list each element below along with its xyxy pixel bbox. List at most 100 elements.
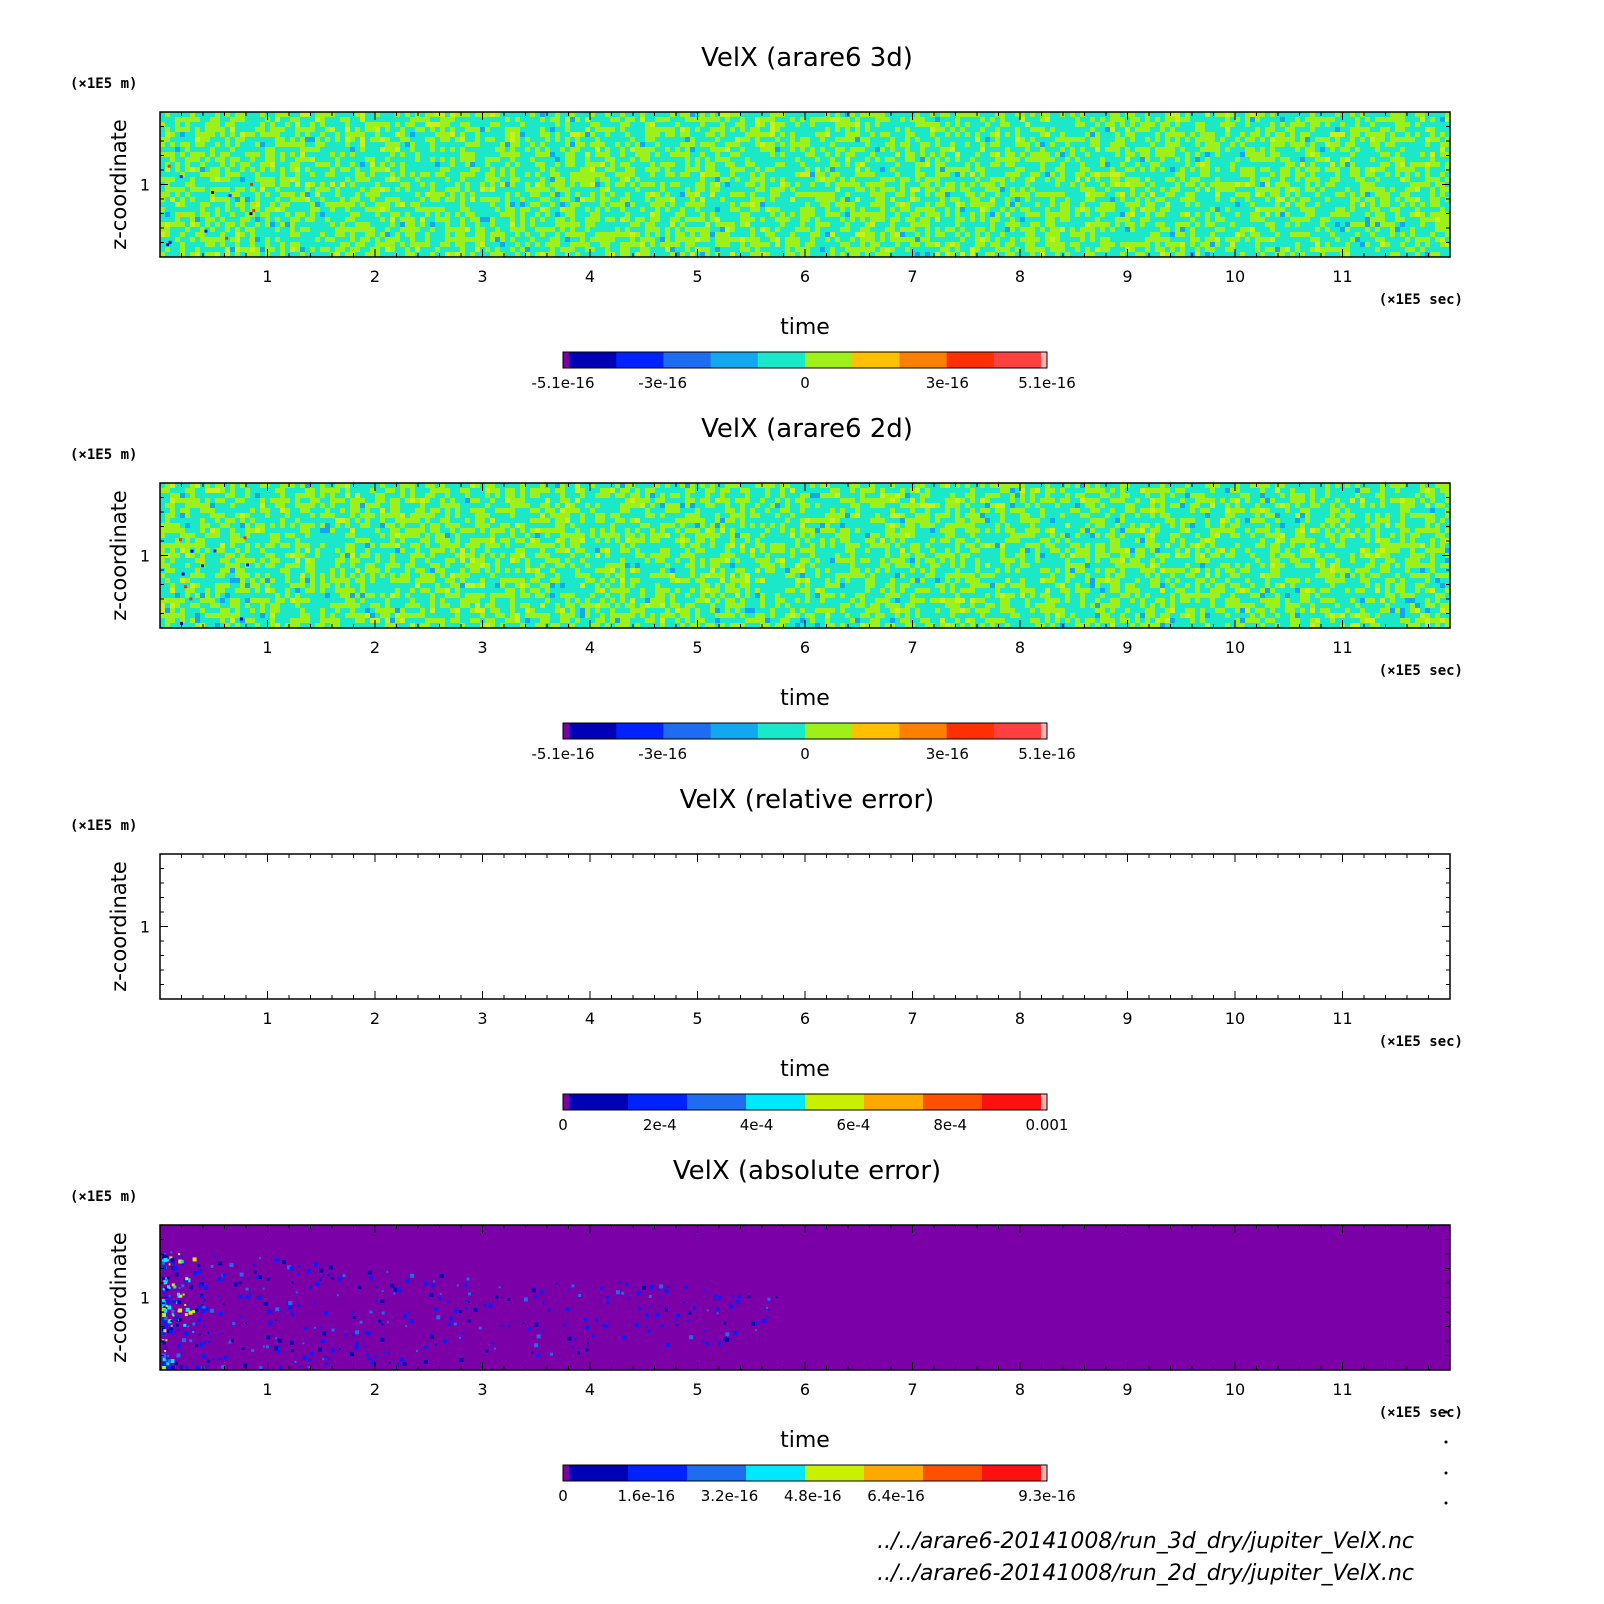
field-cell <box>160 207 165 212</box>
field-cell <box>1445 162 1450 167</box>
field-cell <box>405 112 410 117</box>
field-cell <box>660 202 665 207</box>
field-cell <box>330 152 335 157</box>
field-cell <box>295 493 300 498</box>
field-cell <box>890 167 895 172</box>
field-cell <box>365 523 370 528</box>
field-cell <box>970 518 975 523</box>
field-cell <box>825 167 830 172</box>
field-cell <box>1290 122 1295 127</box>
field-cell <box>1160 483 1165 488</box>
field-cell <box>300 197 305 202</box>
field-cell <box>975 513 980 518</box>
field-cell <box>950 167 955 172</box>
field-cell <box>620 217 625 222</box>
field-cell <box>1370 197 1375 202</box>
field-cell <box>580 177 585 182</box>
field-cell <box>895 523 900 528</box>
field-cell <box>1385 192 1390 197</box>
field-cell <box>1295 167 1300 172</box>
field-cell <box>1310 152 1315 157</box>
field-cell <box>1130 227 1135 232</box>
field-cell <box>1015 167 1020 172</box>
field-cell <box>650 192 655 197</box>
field-cell <box>590 182 595 187</box>
field-cell <box>1030 152 1035 157</box>
field-cell <box>340 227 345 232</box>
field-cell <box>400 483 405 488</box>
field-cell <box>460 227 465 232</box>
field-cell <box>320 247 325 252</box>
field-cell <box>1080 207 1085 212</box>
field-cell <box>495 232 500 237</box>
field-cell <box>890 533 895 538</box>
field-cell <box>1410 212 1415 217</box>
field-cell <box>905 157 910 162</box>
field-cell <box>800 493 805 498</box>
field-cell <box>430 227 435 232</box>
field-cell <box>535 147 540 152</box>
field-cell <box>610 252 615 257</box>
field-cell <box>690 513 695 518</box>
field-cell <box>275 488 280 493</box>
field-cell <box>1285 187 1290 192</box>
field-cell <box>1440 503 1445 508</box>
field-cell <box>1110 488 1115 493</box>
field-cell <box>1285 162 1290 167</box>
field-cell <box>655 212 660 217</box>
field-cell <box>820 177 825 182</box>
field-cell <box>1090 137 1095 142</box>
field-cell <box>405 217 410 222</box>
field-cell <box>705 488 710 493</box>
field-cell <box>900 117 905 122</box>
field-cell <box>660 182 665 187</box>
field-cell <box>400 127 405 132</box>
field-cell <box>400 202 405 207</box>
field-cell <box>1235 117 1240 122</box>
field-cell <box>660 503 665 508</box>
field-cell <box>470 192 475 197</box>
field-cell <box>525 137 530 142</box>
field-cell <box>265 182 270 187</box>
field-cell <box>775 207 780 212</box>
field-cell <box>710 483 715 488</box>
field-cell <box>1340 523 1345 528</box>
field-cell <box>705 503 710 508</box>
field-cell <box>375 493 380 498</box>
field-cell <box>1280 172 1285 177</box>
field-cell <box>500 242 505 247</box>
field-cell <box>730 202 735 207</box>
field-cell <box>450 237 455 242</box>
field-cell <box>360 132 365 137</box>
field-cell <box>1330 142 1335 147</box>
field-cell <box>345 142 350 147</box>
field-cell <box>1250 147 1255 152</box>
field-cell <box>1110 508 1115 513</box>
field-cell <box>1180 252 1185 257</box>
field-cell <box>980 192 985 197</box>
field-cell <box>1305 217 1310 222</box>
field-cell <box>1110 112 1115 117</box>
field-cell <box>1175 157 1180 162</box>
field-cell <box>815 192 820 197</box>
field-cell <box>650 242 655 247</box>
field-cell <box>1010 493 1015 498</box>
field-cell <box>225 222 230 227</box>
field-cell <box>1130 523 1135 528</box>
field-cell <box>270 177 275 182</box>
field-cell <box>1025 533 1030 538</box>
field-cell <box>600 202 605 207</box>
field-cell <box>455 513 460 518</box>
field-cell <box>425 513 430 518</box>
field-cell <box>430 157 435 162</box>
colorbar-swatch <box>663 352 712 368</box>
field-cell <box>365 252 370 257</box>
field-cell <box>490 483 495 488</box>
field-cell <box>465 518 470 523</box>
field-cell <box>1420 247 1425 252</box>
field-cell <box>925 232 930 237</box>
field-cell <box>725 503 730 508</box>
field-cell <box>1040 147 1045 152</box>
field-cell <box>1165 152 1170 157</box>
field-cell <box>1010 162 1015 167</box>
